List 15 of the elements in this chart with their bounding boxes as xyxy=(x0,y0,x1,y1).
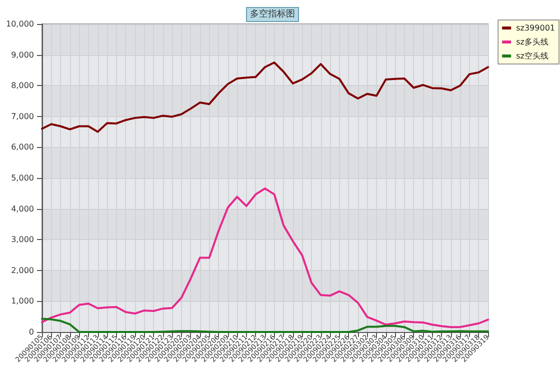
y-tick-label: 8,000 xyxy=(11,81,34,90)
legend-label: sz空头线 xyxy=(516,52,548,60)
legend-label: sz多头线 xyxy=(516,38,548,46)
y-tick-label: 10,000 xyxy=(6,20,34,28)
chart-title: 多空指标图 xyxy=(250,8,295,20)
y-tick-label: 9,000 xyxy=(11,50,34,60)
y-tick-label: 0 xyxy=(28,328,34,336)
y-tick-label: 5,000 xyxy=(11,174,34,182)
legend-label: sz399001 xyxy=(516,24,555,32)
y-tick-label: 6,000 xyxy=(11,142,34,152)
y-tick-label: 7,000 xyxy=(11,112,34,121)
y-tick-label: 3,000 xyxy=(11,235,34,244)
y-tick-label: 4,000 xyxy=(11,204,34,214)
y-tick-label: 1,000 xyxy=(11,296,34,306)
y-tick-label: 2,000 xyxy=(11,266,34,275)
